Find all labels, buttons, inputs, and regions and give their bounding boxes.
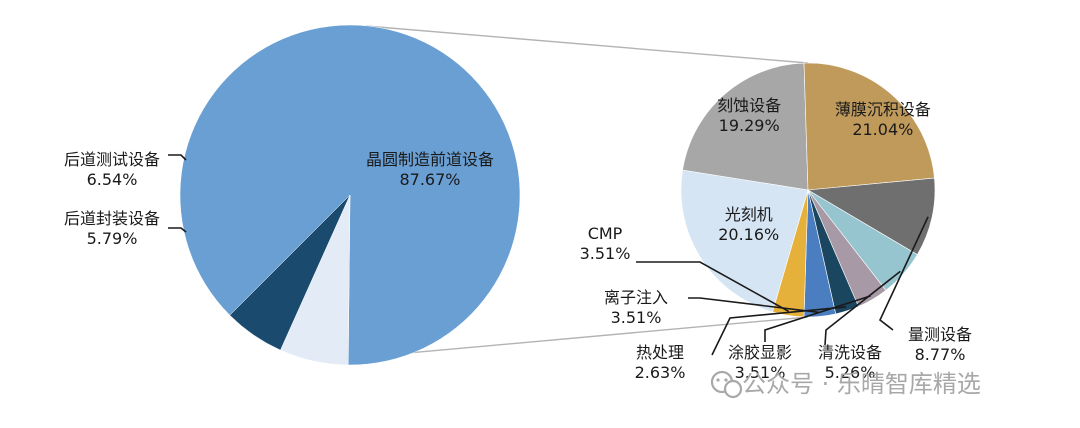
detail-slice-3-name-label: 清洗设备 — [818, 343, 882, 362]
wechat-icon — [710, 370, 743, 399]
detail-slice-7-name-label: CMP — [588, 224, 623, 243]
detail-slice-7-leader-line — [636, 261, 790, 313]
main-slice-1-leader-line — [168, 154, 187, 161]
main-pie — [179, 24, 521, 366]
watermark: 公众号 · 乐晴智库精选 — [710, 370, 981, 399]
detail-slice-2-name-label: 量测设备 — [908, 325, 972, 344]
detail-slice-8-value-label: 20.16% — [718, 225, 779, 244]
detail-slice-0-value-label: 19.29% — [719, 116, 780, 135]
detail-slice-5-name-label: 热处理 — [636, 343, 684, 362]
watermark-text: 公众号 · 乐晴智库精选 — [742, 370, 981, 398]
detail-pie-slice-0 — [682, 62, 809, 191]
connector-bottom — [363, 316, 809, 358]
main-slice-2-name-label: 后道封装设备 — [64, 209, 160, 228]
detail-slice-6-value-label: 3.51% — [611, 308, 662, 327]
detail-slice-6-name-label: 离子注入 — [604, 288, 668, 307]
detail-slice-5-value-label: 2.63% — [635, 363, 686, 382]
detail-slice-2-value-label: 8.77% — [915, 345, 966, 364]
detail-slice-1-name-label: 薄膜沉积设备 — [835, 100, 931, 119]
main-slice-0-value-label: 87.67% — [399, 170, 460, 189]
detail-slice-1-value-label: 21.04% — [852, 120, 913, 139]
main-slice-2-leader-line — [168, 227, 187, 233]
detail-slice-0-name-label: 刻蚀设备 — [717, 96, 781, 115]
detail-pie-slice-2 — [807, 177, 936, 256]
main-slice-1-value-label: 6.54% — [87, 170, 138, 189]
detail-slice-3-value-label: 5.26% — [825, 363, 876, 382]
detail-slice-7-value-label: 3.51% — [580, 244, 631, 263]
detail-slice-3-leader-line — [824, 270, 901, 346]
detail-slice-6-leader-line — [688, 297, 820, 314]
main-pie-slice-2 — [229, 194, 351, 351]
detail-pie — [680, 62, 936, 318]
main-slice-1-name-label: 后道测试设备 — [64, 150, 160, 169]
detail-slice-4-name-label: 涂胶显影 — [728, 343, 792, 362]
main-slice-0-name-label: 晶圆制造前道设备 — [366, 150, 494, 169]
main-slice-2-value-label: 5.79% — [87, 229, 138, 248]
zoom-connectors — [363, 25, 809, 358]
detail-pie-slice-1 — [803, 62, 935, 191]
detail-slice-2-leader-line — [879, 216, 929, 331]
connector-top — [365, 25, 809, 64]
detail-slice-4-value-label: 3.51% — [735, 363, 786, 382]
detail-slice-8-name-label: 光刻机 — [725, 205, 773, 224]
detail-pie-slice-8 — [680, 169, 809, 313]
